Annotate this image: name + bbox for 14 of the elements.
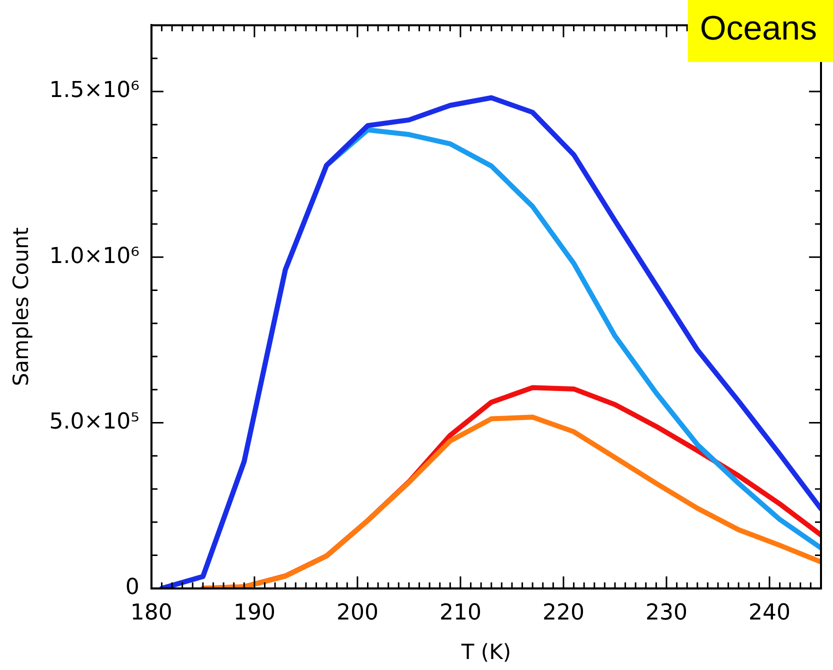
x-tick-label: 200 (336, 600, 378, 626)
x-tick-label: 230 (645, 600, 688, 626)
y-axis-title: Samples Count (9, 227, 34, 386)
y-tick-label: 5.0×10⁵ (49, 409, 140, 434)
y-tick-label: 0 (125, 575, 140, 600)
x-axis-title: T (K) (460, 640, 512, 664)
annotation: Oceans (700, 9, 818, 48)
y-tick-label: 1.0×10⁶ (49, 244, 140, 269)
x-tick-label: 180 (130, 600, 172, 626)
x-tick-label: 240 (748, 600, 790, 626)
x-tick-label: 210 (439, 600, 482, 626)
x-tick-label: 190 (233, 600, 276, 626)
y-tick-label: 1.5×10⁶ (49, 78, 140, 104)
x-tick-label: 220 (542, 600, 584, 626)
